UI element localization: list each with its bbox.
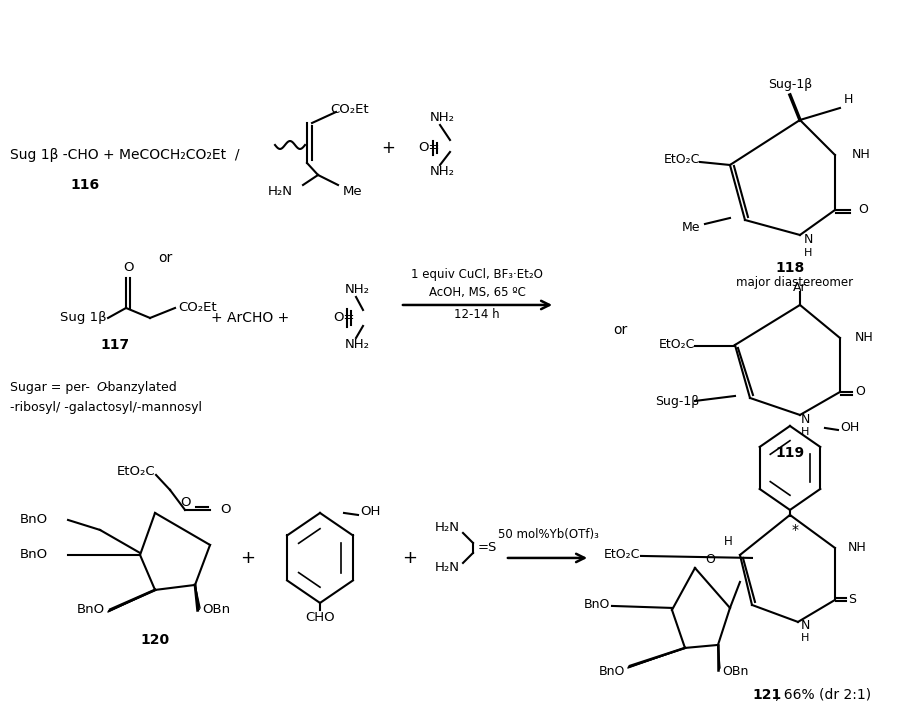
Text: OBn: OBn	[202, 603, 231, 617]
Text: NH₂: NH₂	[430, 165, 455, 179]
Text: *: *	[791, 523, 799, 537]
Text: NH: NH	[848, 541, 867, 555]
Text: or: or	[158, 251, 172, 265]
Text: Ar: Ar	[793, 282, 807, 294]
Text: major diastereomer: major diastereomer	[737, 277, 854, 289]
Text: 120: 120	[141, 633, 169, 647]
Text: O: O	[855, 386, 865, 398]
Text: Sug 1β -CHO + MeCOCH₂CO₂Et  /: Sug 1β -CHO + MeCOCH₂CO₂Et /	[10, 148, 240, 162]
Text: OBn: OBn	[722, 665, 748, 679]
Text: +: +	[403, 549, 417, 567]
Text: +: +	[241, 549, 255, 567]
Text: EtO₂C: EtO₂C	[663, 153, 700, 166]
Text: H: H	[844, 94, 853, 106]
Text: Sug-1β: Sug-1β	[768, 78, 813, 92]
Text: , 66% (dr 2:1): , 66% (dr 2:1)	[775, 688, 871, 702]
Text: Me: Me	[682, 222, 700, 234]
Text: -ribosyl/ -galactosyl/-mannosyl: -ribosyl/ -galactosyl/-mannosyl	[10, 401, 202, 415]
Text: CHO: CHO	[306, 612, 335, 624]
Text: O=: O=	[418, 142, 439, 154]
Text: 118: 118	[775, 261, 804, 275]
Text: H: H	[803, 248, 813, 258]
Text: O=: O=	[333, 311, 354, 325]
Text: or: or	[613, 323, 627, 337]
Text: H: H	[801, 633, 809, 643]
Text: BnO: BnO	[20, 548, 48, 562]
Text: H₂N: H₂N	[435, 522, 460, 534]
Text: N: N	[803, 234, 813, 246]
Text: EtO₂C: EtO₂C	[659, 339, 695, 351]
Text: CO₂Et: CO₂Et	[178, 301, 217, 315]
Text: +: +	[381, 139, 395, 157]
Text: 12-14 h: 12-14 h	[454, 308, 500, 322]
Text: N: N	[801, 413, 810, 427]
Text: 50 mol%Yb(OTf)₃: 50 mol%Yb(OTf)₃	[498, 529, 598, 541]
Text: CO₂Et: CO₂Et	[330, 103, 369, 116]
Text: 121: 121	[752, 688, 781, 702]
Text: O: O	[705, 553, 715, 567]
Text: NH₂: NH₂	[345, 339, 370, 351]
Text: NH₂: NH₂	[430, 111, 455, 125]
Text: Sugar = per-: Sugar = per-	[10, 382, 90, 394]
Text: EtO₂C: EtO₂C	[116, 465, 155, 479]
Text: 116: 116	[70, 178, 100, 192]
Text: O: O	[96, 382, 106, 394]
Text: NH: NH	[855, 332, 874, 344]
Text: 117: 117	[101, 338, 130, 352]
Text: BnO: BnO	[598, 665, 625, 679]
Text: OH: OH	[360, 505, 381, 518]
Text: OH: OH	[840, 422, 859, 434]
Text: O: O	[123, 261, 134, 275]
Text: BnO: BnO	[77, 603, 105, 617]
Text: AcOH, MS, 65 ºC: AcOH, MS, 65 ºC	[428, 287, 525, 299]
Text: H₂N: H₂N	[268, 185, 293, 199]
Text: + ArCHO +: + ArCHO +	[210, 311, 289, 325]
Text: O: O	[858, 203, 867, 216]
Text: Me: Me	[343, 185, 362, 199]
Text: Sug 1β: Sug 1β	[60, 311, 107, 325]
Text: EtO₂C: EtO₂C	[604, 548, 640, 562]
Text: NH: NH	[852, 149, 871, 161]
Text: O: O	[179, 496, 190, 510]
Text: H: H	[724, 536, 732, 548]
Text: NH₂: NH₂	[345, 284, 370, 296]
Text: =S: =S	[478, 541, 498, 555]
Text: 119: 119	[775, 446, 804, 460]
Text: H: H	[801, 427, 809, 437]
Text: S: S	[848, 593, 856, 606]
Text: 1 equiv CuCl, BF₃·Et₂O: 1 equiv CuCl, BF₃·Et₂O	[411, 268, 543, 282]
Text: -banzylated: -banzylated	[103, 382, 177, 394]
Text: N: N	[801, 620, 810, 632]
Text: H₂N: H₂N	[435, 562, 460, 574]
Text: BnO: BnO	[20, 513, 48, 527]
Text: O: O	[220, 503, 231, 517]
Text: BnO: BnO	[584, 598, 610, 612]
Text: Sug-1β: Sug-1β	[655, 396, 699, 408]
